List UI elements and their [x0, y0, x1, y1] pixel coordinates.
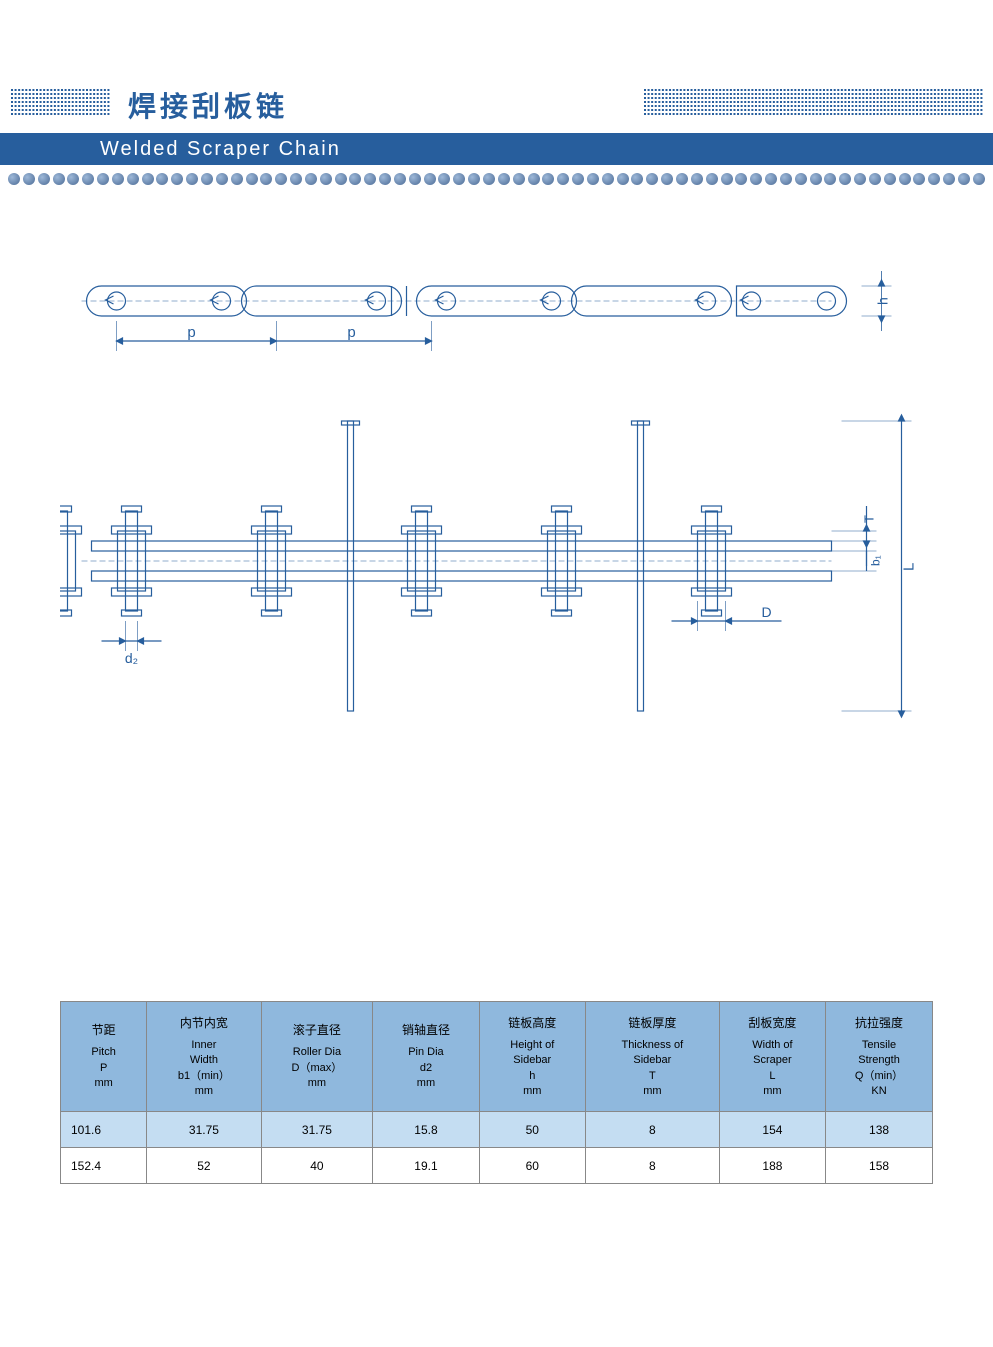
- dim-p2-label: p: [347, 324, 355, 341]
- dim-p1-label: p: [187, 324, 195, 341]
- spec-table: 节距 PitchPmm 内节内宽 InnerWidthb1（min）mm 滚子直径 Rol…: [60, 1001, 933, 1184]
- dim-h-label: h: [875, 297, 891, 305]
- spec-table-container: 节距 PitchPmm 内节内宽 InnerWidthb1（min）mm 滚子直径 Rol…: [60, 1001, 933, 1184]
- column-cn-label: 链板厚度: [588, 1014, 717, 1032]
- column-en-label: PitchPmm: [63, 1045, 144, 1091]
- dim-D-label: D: [762, 604, 772, 620]
- table-body: 101.631.7531.7515.8508154138152.4524019.…: [61, 1112, 933, 1184]
- chain-diagram-icon: h p p: [60, 241, 933, 781]
- subtitle-bar: Welded Scraper Chain: [0, 133, 993, 165]
- table-cell: 50: [479, 1112, 585, 1148]
- table-cell: 158: [826, 1148, 933, 1184]
- table-column-header: 内节内宽 InnerWidthb1（min）mm: [147, 1002, 261, 1112]
- table-cell: 8: [585, 1112, 719, 1148]
- table-column-header: 抗拉强度 TensileStrengthQ（min）KN: [826, 1002, 933, 1112]
- header: 焊接刮板链 Welded Scraper Chain: [0, 0, 993, 191]
- table-row: 152.4524019.1608188158: [61, 1148, 933, 1184]
- column-cn-label: 节距: [63, 1021, 144, 1039]
- column-en-label: Height ofSidebarhmm: [482, 1038, 583, 1100]
- technical-diagram: h p p: [60, 241, 933, 781]
- table-cell: 15.8: [373, 1112, 479, 1148]
- column-en-label: Width ofScraperLmm: [722, 1038, 823, 1100]
- dim-T-label: T: [862, 515, 877, 523]
- table-cell: 19.1: [373, 1148, 479, 1184]
- dim-b1-label: b₁: [869, 555, 883, 566]
- column-en-label: Roller DiaD（max）mm: [264, 1045, 371, 1091]
- table-row: 101.631.7531.7515.8508154138: [61, 1112, 933, 1148]
- table-cell: 31.75: [147, 1112, 261, 1148]
- table-cell: 8: [585, 1148, 719, 1184]
- table-header: 节距 PitchPmm 内节内宽 InnerWidthb1（min）mm 滚子直径 Rol…: [61, 1002, 933, 1112]
- table-column-header: 链板高度 Height ofSidebarhmm: [479, 1002, 585, 1112]
- table-cell: 101.6: [61, 1112, 147, 1148]
- title-english: Welded Scraper Chain: [100, 138, 341, 161]
- table-column-header: 滚子直径 Roller DiaD（max）mm: [261, 1002, 373, 1112]
- column-en-label: InnerWidthb1（min）mm: [149, 1038, 258, 1100]
- table-column-header: 刮板宽度 Width ofScraperLmm: [719, 1002, 825, 1112]
- column-en-label: TensileStrengthQ（min）KN: [828, 1038, 930, 1100]
- table-cell: 52: [147, 1148, 261, 1184]
- column-cn-label: 链板高度: [482, 1014, 583, 1032]
- table-column-header: 销轴直径 Pin Diad2mm: [373, 1002, 479, 1112]
- table-cell: 40: [261, 1148, 373, 1184]
- column-cn-label: 内节内宽: [149, 1014, 258, 1032]
- column-cn-label: 刮板宽度: [722, 1014, 823, 1032]
- table-cell: 152.4: [61, 1148, 147, 1184]
- table-column-header: 链板厚度 Thickness ofSidebarTmm: [585, 1002, 719, 1112]
- table-cell: 60: [479, 1148, 585, 1184]
- dim-L-label: L: [901, 563, 918, 571]
- column-cn-label: 抗拉强度: [828, 1014, 930, 1032]
- column-cn-label: 滚子直径: [264, 1021, 371, 1039]
- table-column-header: 节距 PitchPmm: [61, 1002, 147, 1112]
- table-cell: 188: [719, 1148, 825, 1184]
- table-cell: 154: [719, 1112, 825, 1148]
- decorative-circles: [0, 173, 993, 191]
- column-cn-label: 销轴直径: [375, 1021, 476, 1039]
- dim-d2-label: d₂: [125, 650, 138, 666]
- column-en-label: Thickness ofSidebarTmm: [588, 1038, 717, 1100]
- dot-pattern-right-icon: [643, 88, 983, 118]
- dot-pattern-left-icon: [10, 88, 110, 118]
- column-en-label: Pin Diad2mm: [375, 1045, 476, 1091]
- table-cell: 31.75: [261, 1112, 373, 1148]
- table-cell: 138: [826, 1112, 933, 1148]
